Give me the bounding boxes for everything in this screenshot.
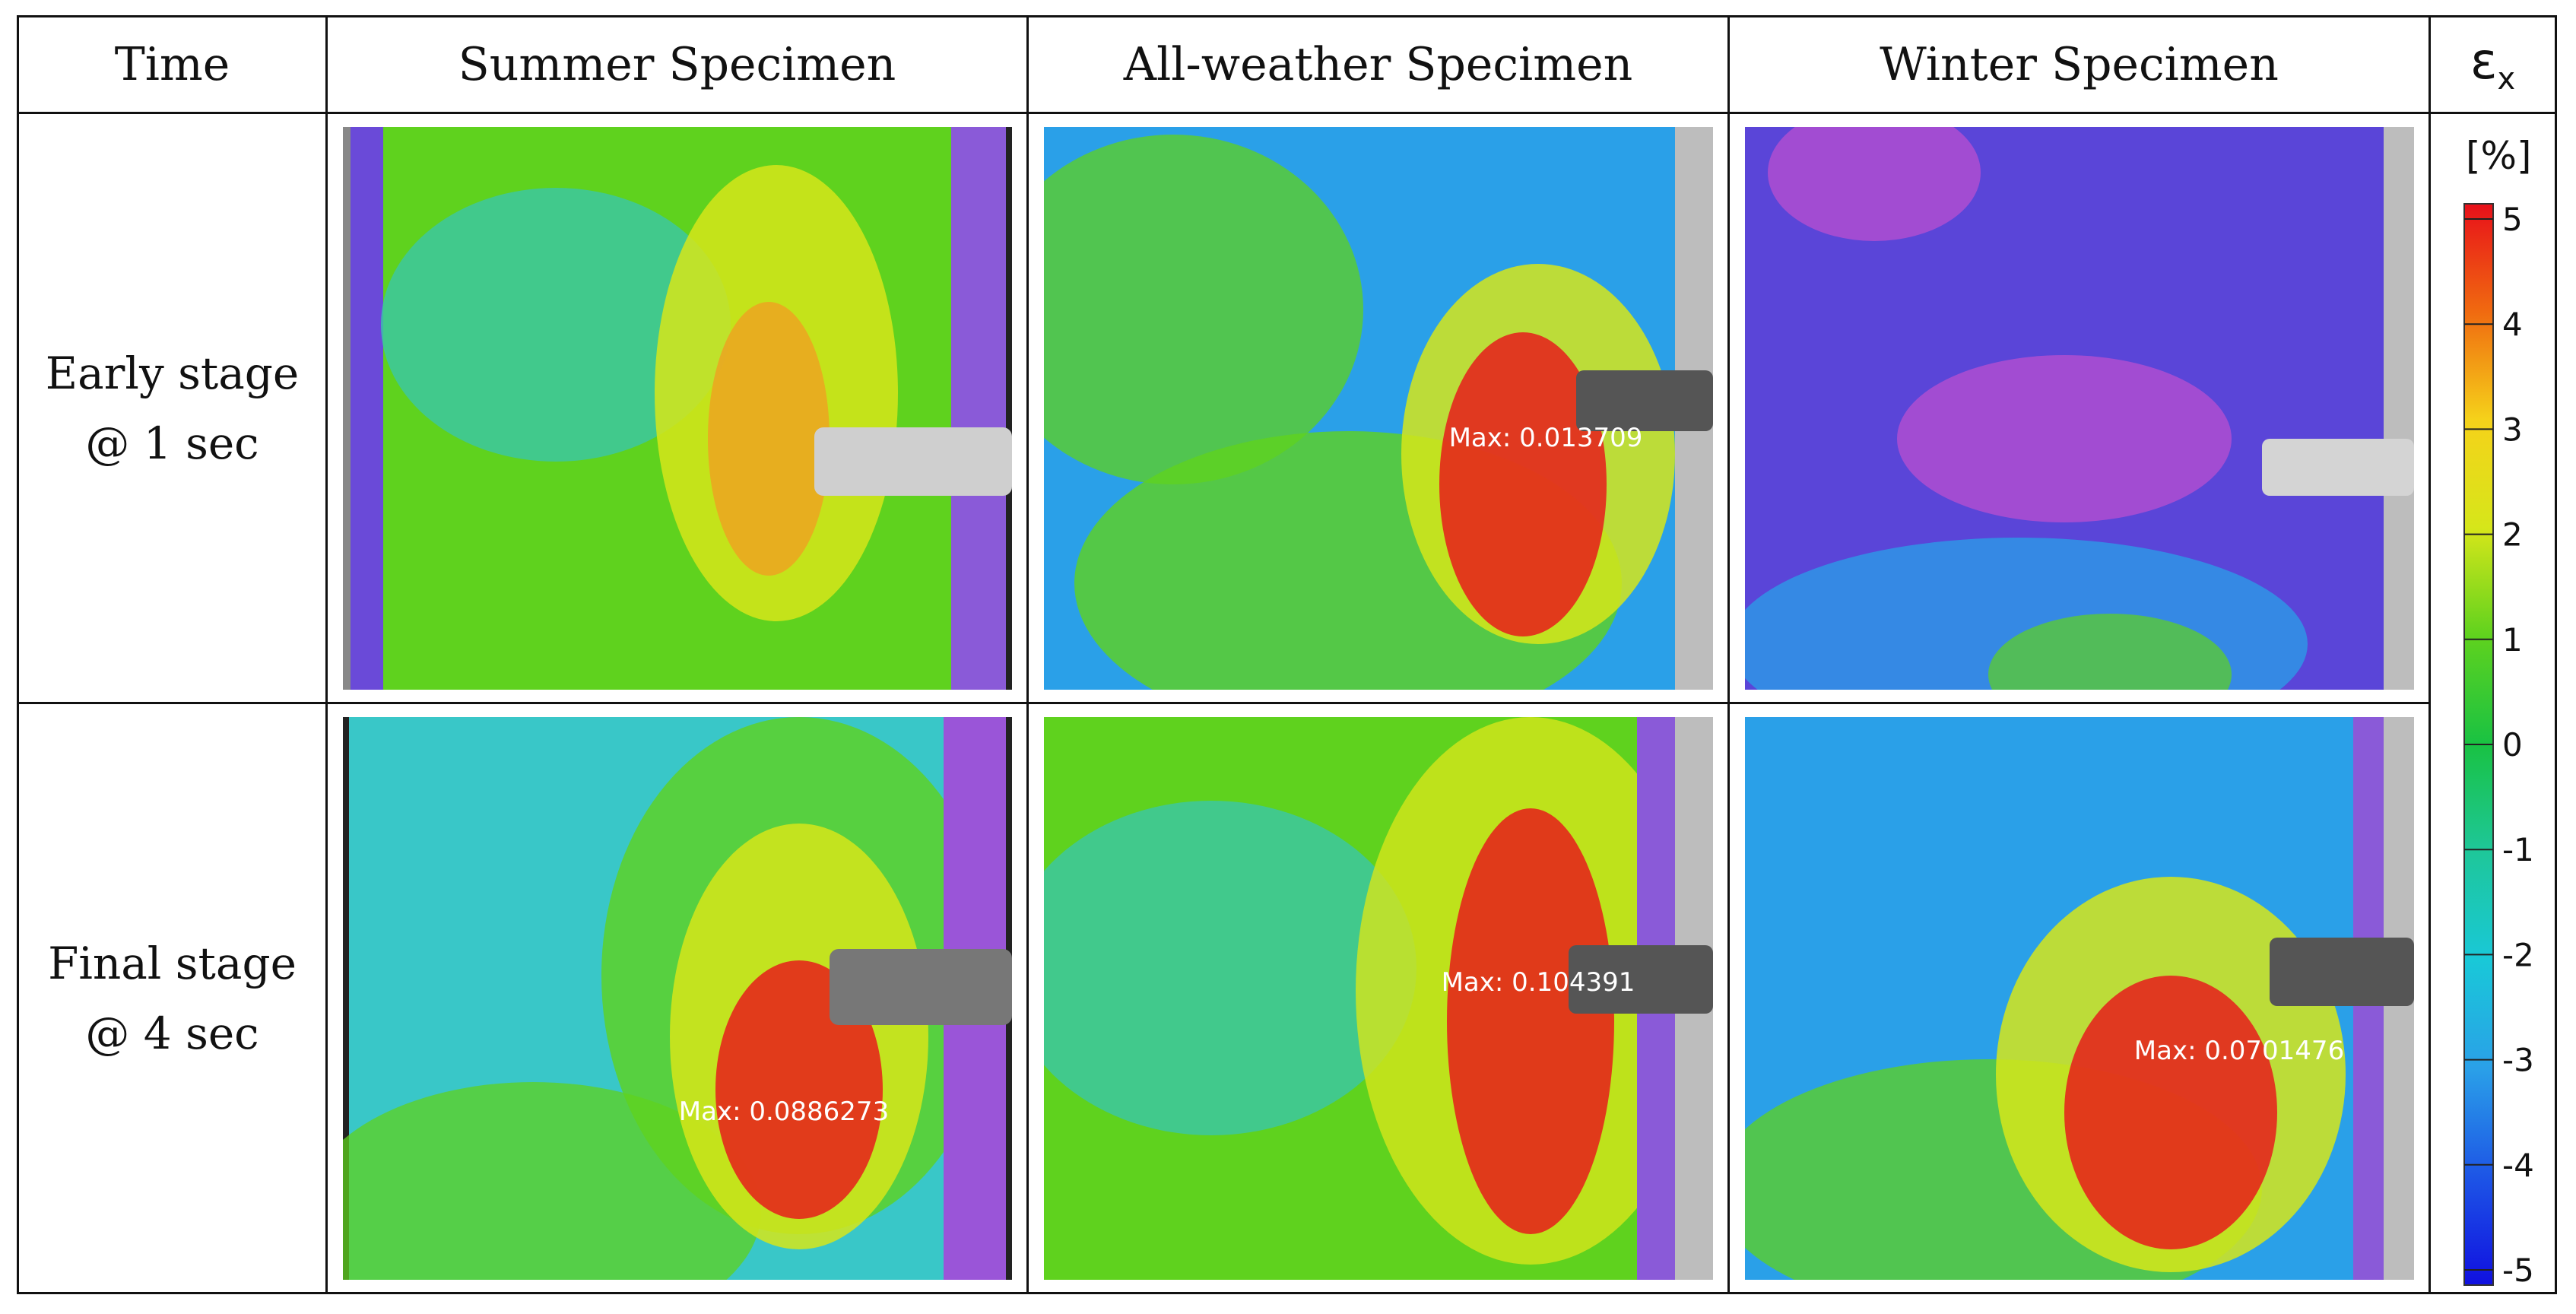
row-label-early: Early stage @ 1 sec: [17, 112, 328, 704]
colorbar-tick-label: 0: [2502, 726, 2523, 763]
stage-time: @ 4 sec: [85, 1007, 259, 1059]
strain-map: [1744, 126, 2414, 690]
colorbar-tick-label: 5: [2502, 201, 2523, 238]
colorbar-tick-label: -1: [2502, 831, 2534, 868]
header-summer: Summer Specimen: [325, 15, 1029, 114]
strain-map: [342, 126, 1012, 690]
header-allweather: All-weather Specimen: [1026, 15, 1730, 114]
strain-map: Max: 0.013709: [1043, 126, 1713, 690]
colorbar-tick-label: -4: [2502, 1147, 2534, 1184]
strain-map: Max: 0.0701476: [1744, 716, 2414, 1280]
colorbar-tick-label: 4: [2502, 306, 2523, 343]
figure: Time Summer Specimen All-weather Specime…: [17, 15, 2559, 1299]
strain-map: Max: 0.0886273: [342, 716, 1012, 1280]
max-label: Max: 0.013709: [1448, 423, 1642, 453]
header-time: Time: [17, 15, 328, 114]
colorbar-tick-label: -2: [2502, 936, 2534, 973]
epsilon-symbol: ε: [2470, 32, 2498, 91]
header-epsilon-x: εx: [2428, 15, 2557, 114]
colorbar-tick-label: -5: [2502, 1252, 2534, 1289]
max-label: Max: 0.0701476: [2133, 1036, 2343, 1066]
panel-final-allweather: Max: 0.104391: [1026, 702, 1730, 1294]
epsilon-subscript: x: [2497, 62, 2516, 97]
colorbar-tick-label: 1: [2502, 621, 2523, 659]
row-label-final: Final stage @ 4 sec: [17, 702, 328, 1294]
max-label: Max: 0.104391: [1441, 967, 1635, 998]
panel-final-winter: Max: 0.0701476: [1727, 702, 2431, 1294]
panel-final-summer: Max: 0.0886273: [325, 702, 1029, 1294]
stage-time: @ 1 sec: [85, 417, 259, 469]
colorbar-tick-label: 3: [2502, 411, 2523, 448]
header-winter: Winter Specimen: [1727, 15, 2431, 114]
colorbar: 5 4 3 2 1 0 -1 -2 -3 -4 -5: [2463, 201, 2534, 1289]
panel-early-winter: [1727, 112, 2431, 704]
colorbar-tick-label: -3: [2502, 1042, 2534, 1079]
max-label: Max: 0.0886273: [678, 1097, 888, 1127]
panel-early-allweather: Max: 0.013709: [1026, 112, 1730, 704]
colorbar-unit: [%]: [2466, 134, 2532, 178]
results-table: Time Summer Specimen All-weather Specime…: [17, 15, 2557, 1294]
colorbar-tick-label: 2: [2502, 516, 2523, 554]
colorbar-cell: [%] 5 4 3 2 1 0 -1 -2 -3 -4 -5: [2428, 112, 2557, 1294]
stage-name: Early stage: [45, 347, 300, 399]
panel-early-summer: [325, 112, 1029, 704]
strain-map: Max: 0.104391: [1043, 716, 1713, 1280]
stage-name: Final stage: [48, 937, 297, 989]
